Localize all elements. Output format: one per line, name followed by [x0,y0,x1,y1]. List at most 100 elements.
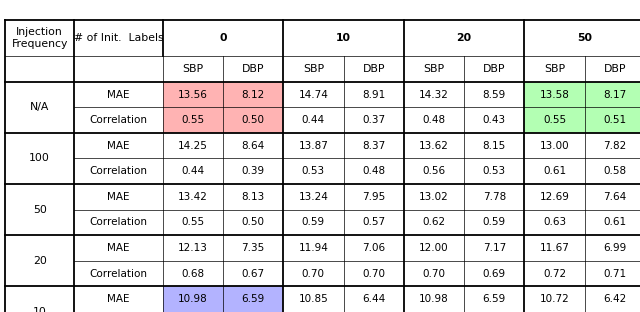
Text: 8.91: 8.91 [362,90,385,100]
Text: 0: 0 [219,33,227,43]
Text: 8.12: 8.12 [241,90,265,100]
Text: 0.44: 0.44 [181,166,204,176]
Text: 11.67: 11.67 [540,243,570,253]
Text: 0.59: 0.59 [302,217,325,227]
Text: 13.62: 13.62 [419,141,449,151]
Text: 13.56: 13.56 [178,90,207,100]
Text: 12.00: 12.00 [419,243,449,253]
Text: 7.06: 7.06 [362,243,385,253]
Text: 0.63: 0.63 [543,217,566,227]
Text: 7.78: 7.78 [483,192,506,202]
Text: 0.55: 0.55 [543,115,566,125]
Text: 7.64: 7.64 [604,192,627,202]
Text: 6.99: 6.99 [604,243,627,253]
Text: 0.70: 0.70 [302,269,325,279]
Text: 0.48: 0.48 [422,115,445,125]
Text: DBP: DBP [483,64,506,74]
Text: 10: 10 [33,307,47,312]
Text: 8.13: 8.13 [241,192,265,202]
Text: Correlation: Correlation [90,115,147,125]
Text: Correlation: Correlation [90,217,147,227]
Text: 10.98: 10.98 [419,294,449,304]
Text: 0.44: 0.44 [302,115,325,125]
Text: SBP: SBP [303,64,324,74]
Text: Correlation: Correlation [90,166,147,176]
Text: 7.17: 7.17 [483,243,506,253]
Bar [525,82,640,107]
Text: 8.59: 8.59 [483,90,506,100]
Text: 50: 50 [577,33,592,43]
Text: 0.55: 0.55 [181,115,204,125]
Text: 100: 100 [29,154,50,163]
Text: SBP: SBP [544,64,565,74]
Text: DBP: DBP [242,64,264,74]
Text: 0.56: 0.56 [422,166,445,176]
Text: 0.69: 0.69 [483,269,506,279]
Text: 7.35: 7.35 [241,243,265,253]
Text: DBP: DBP [604,64,626,74]
Text: 6.59: 6.59 [241,294,265,304]
Bar [163,82,283,107]
Text: 14.25: 14.25 [178,141,207,151]
Text: 20: 20 [33,256,47,266]
Text: 0.70: 0.70 [422,269,445,279]
Text: 8.37: 8.37 [362,141,385,151]
Text: 0.57: 0.57 [362,217,385,227]
Text: 20: 20 [456,33,472,43]
Text: # of Init.  Labels: # of Init. Labels [74,33,163,43]
Bar [163,286,283,312]
Text: 0.50: 0.50 [241,115,264,125]
Text: 7.95: 7.95 [362,192,385,202]
Text: 14.74: 14.74 [298,90,328,100]
Text: 7.82: 7.82 [604,141,627,151]
Text: SBP: SBP [182,64,204,74]
Text: 0.62: 0.62 [422,217,445,227]
Text: 13.24: 13.24 [298,192,328,202]
Text: Correlation: Correlation [90,269,147,279]
Text: 0.51: 0.51 [604,115,627,125]
Text: MAE: MAE [107,294,130,304]
Text: MAE: MAE [107,90,130,100]
Text: 0.50: 0.50 [241,217,264,227]
Text: 13.87: 13.87 [298,141,328,151]
Text: N/A: N/A [30,102,49,112]
Text: 0.37: 0.37 [362,115,385,125]
Text: 6.44: 6.44 [362,294,385,304]
Text: 0.48: 0.48 [362,166,385,176]
Text: 0.70: 0.70 [362,269,385,279]
Text: 0.53: 0.53 [302,166,325,176]
Text: 14.32: 14.32 [419,90,449,100]
Text: 0.58: 0.58 [604,166,627,176]
Text: 0.71: 0.71 [604,269,627,279]
Text: 0.68: 0.68 [181,269,204,279]
Text: 0.61: 0.61 [604,217,627,227]
Text: 50: 50 [33,205,47,215]
Text: 8.64: 8.64 [241,141,265,151]
Text: MAE: MAE [107,141,130,151]
Text: 13.00: 13.00 [540,141,570,151]
Text: 0.55: 0.55 [181,217,204,227]
Text: 0.61: 0.61 [543,166,566,176]
Text: 11.94: 11.94 [298,243,328,253]
Text: MAE: MAE [107,243,130,253]
Text: 12.13: 12.13 [178,243,207,253]
Text: 8.15: 8.15 [483,141,506,151]
Text: Injection
Frequency: Injection Frequency [12,27,68,49]
Text: 6.42: 6.42 [604,294,627,304]
Text: 0.72: 0.72 [543,269,566,279]
Text: SBP: SBP [424,64,445,74]
Bar [525,107,640,133]
Text: 13.42: 13.42 [178,192,207,202]
Text: 13.58: 13.58 [540,90,570,100]
Text: 6.59: 6.59 [483,294,506,304]
Text: 13.02: 13.02 [419,192,449,202]
Text: 10.72: 10.72 [540,294,570,304]
Text: MAE: MAE [107,192,130,202]
Text: 0.67: 0.67 [241,269,264,279]
Text: 8.17: 8.17 [604,90,627,100]
Text: 0.43: 0.43 [483,115,506,125]
Text: 0.39: 0.39 [241,166,264,176]
Text: 10.98: 10.98 [178,294,207,304]
Text: 0.53: 0.53 [483,166,506,176]
Text: 10.85: 10.85 [298,294,328,304]
